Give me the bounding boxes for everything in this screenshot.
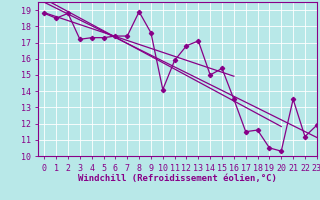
X-axis label: Windchill (Refroidissement éolien,°C): Windchill (Refroidissement éolien,°C) [78,174,277,183]
